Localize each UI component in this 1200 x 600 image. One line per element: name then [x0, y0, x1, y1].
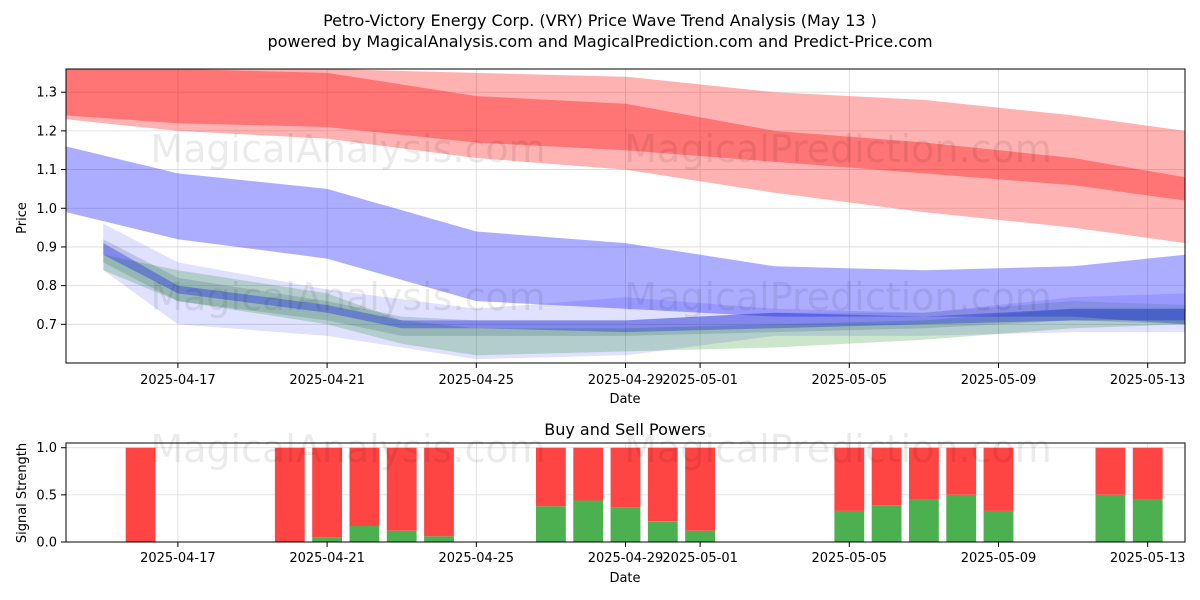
y-tick-label: 0.5 — [36, 488, 57, 503]
sell-bar — [1132, 447, 1163, 500]
band-blue-outer — [66, 146, 1185, 325]
sell-bar — [349, 447, 380, 526]
price-bands — [66, 69, 1185, 360]
y-tick-label: 0.8 — [36, 279, 57, 294]
x-tick-label: 2025-04-17 — [140, 373, 216, 388]
buy-bar — [1095, 494, 1126, 542]
band-red-inner — [66, 69, 1185, 201]
x-tick-label: 2025-04-21 — [289, 551, 365, 566]
y-tick-label: 0.9 — [36, 240, 57, 255]
y-tick-label: 1.1 — [36, 163, 57, 178]
x-tick-label: 2025-05-05 — [812, 551, 888, 566]
signal-xlabel: Date — [609, 571, 640, 586]
watermark: MagicalAnalysis.com — [150, 275, 545, 319]
buy-bar — [312, 537, 342, 542]
buy-bar — [909, 499, 939, 542]
sell-bar — [647, 447, 678, 522]
buy-bar — [946, 494, 977, 542]
sell-bar — [274, 447, 305, 542]
x-tick-label: 2025-05-09 — [961, 373, 1037, 388]
buy-bar — [647, 521, 678, 542]
x-tick-label: 2025-05-05 — [812, 373, 888, 388]
y-tick-label: 1.0 — [36, 202, 57, 217]
watermark: MagicalAnalysis.com — [150, 127, 545, 171]
signal-axes: 2025-04-17 2025-04-21 2025-04-25 2025-04-29… — [36, 441, 1185, 566]
sell-bar — [536, 447, 566, 507]
x-tick-label: 2025-04-25 — [439, 551, 515, 566]
x-tick-label: 2025-04-25 — [439, 373, 515, 388]
buy-bar — [349, 526, 380, 542]
sell-bar — [573, 447, 604, 501]
price-xlabel: Date — [609, 392, 640, 407]
sell-bar — [610, 447, 641, 508]
chart-subtitle: powered by MagicalAnalysis.com and Magic… — [267, 32, 932, 51]
x-tick-label: 2025-05-01 — [662, 551, 738, 566]
sell-bar — [1095, 447, 1126, 495]
signal-bars — [125, 447, 1163, 542]
x-tick-label: 2025-04-29 — [588, 551, 664, 566]
sell-bar — [125, 447, 156, 542]
price-grid — [66, 69, 1185, 363]
signal-title: Buy and Sell Powers — [544, 420, 706, 439]
watermark: MagicalPrediction.com — [624, 427, 1052, 471]
sell-bar — [424, 447, 454, 537]
x-tick-label: 2025-05-13 — [1110, 373, 1186, 388]
signal-ylabel: Signal Strength — [15, 443, 30, 543]
sell-bar — [685, 447, 715, 531]
sell-bar — [909, 447, 939, 500]
y-tick-label: 0.0 — [36, 536, 57, 551]
watermarks-top: MagicalAnalysis.com MagicalPrediction.co… — [150, 127, 1051, 319]
watermark: MagicalPrediction.com — [624, 275, 1052, 319]
buy-bar — [573, 500, 604, 542]
watermark: MagicalPrediction.com — [624, 127, 1052, 171]
buy-bar — [1132, 499, 1163, 542]
sell-bar — [946, 447, 977, 495]
sell-bar — [871, 447, 902, 506]
x-tick-label: 2025-05-13 — [1110, 551, 1186, 566]
sell-bar — [312, 447, 342, 538]
watermark: MagicalAnalysis.com — [150, 427, 545, 471]
band-steel-wave — [103, 239, 1185, 336]
price-ylabel: Price — [15, 202, 30, 234]
y-tick-label: 1.3 — [36, 86, 57, 101]
buy-bar — [685, 530, 715, 542]
band-green-wave — [103, 254, 1185, 356]
x-tick-label: 2025-04-17 — [140, 551, 216, 566]
sell-bar — [386, 447, 417, 531]
buy-bar — [834, 510, 865, 542]
x-tick-label: 2025-04-21 — [289, 373, 365, 388]
x-tick-label: 2025-05-01 — [662, 373, 738, 388]
band-blue-lower — [103, 223, 1185, 360]
buy-bar — [610, 507, 641, 542]
chart-title: Petro-Victory Energy Corp. (VRY) Price W… — [323, 11, 877, 30]
x-tick-label: 2025-04-29 — [588, 373, 664, 388]
buy-bar — [536, 506, 566, 542]
band-red-outer — [66, 69, 1185, 244]
y-tick-label: 1.0 — [36, 441, 57, 456]
sell-bar — [834, 447, 865, 511]
buy-bar — [424, 536, 454, 542]
sell-bar — [983, 447, 1014, 511]
watermarks-bottom: MagicalAnalysis.com MagicalPrediction.co… — [150, 427, 1051, 471]
buy-bar — [871, 505, 902, 542]
y-tick-label: 0.7 — [36, 318, 57, 333]
x-tick-label: 2025-05-09 — [961, 551, 1037, 566]
y-tick-label: 1.2 — [36, 124, 57, 139]
buy-bar — [983, 510, 1014, 542]
buy-bar — [386, 530, 417, 542]
price-axes: 2025-04-17 2025-04-21 2025-04-25 2025-04-29… — [36, 86, 1185, 388]
